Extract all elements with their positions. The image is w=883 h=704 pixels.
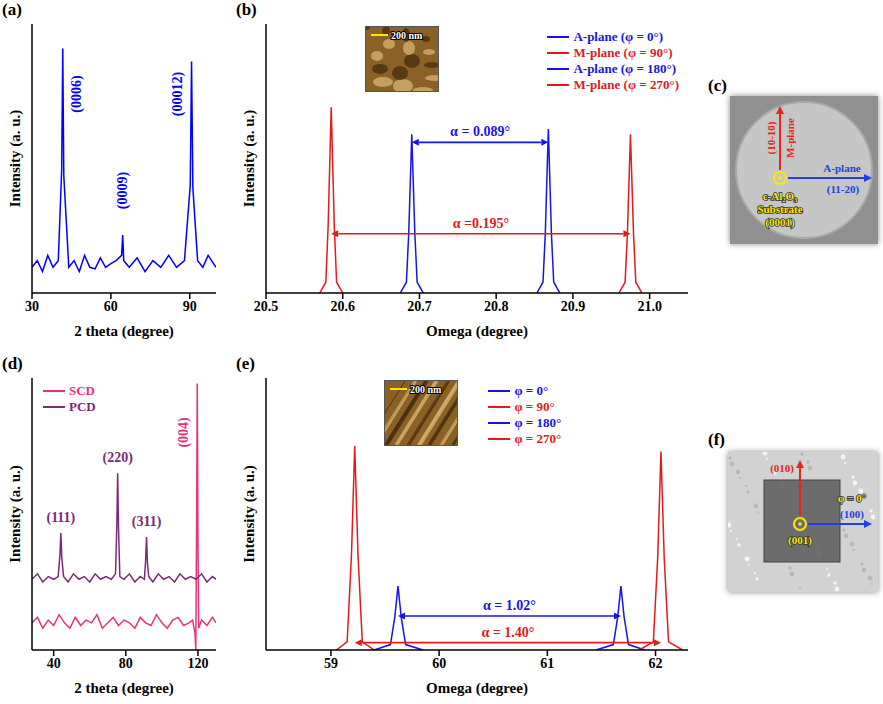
html-text:A-plane (φ = 180°): A-plane (φ = 180°) [573, 61, 677, 76]
svg-text:(0006): (0006) [69, 75, 85, 113]
html-text:φ = 270°: φ = 270° [514, 431, 562, 446]
html-text:(e): (e) [236, 354, 255, 373]
svg-text:Intensity (a. u.): Intensity (a. u.) [241, 465, 258, 563]
svg-text:(11-20): (11-20) [827, 183, 860, 196]
svg-text:30: 30 [25, 299, 39, 314]
html-text:φ = 180°: φ = 180° [514, 415, 562, 430]
svg-text:90: 90 [183, 299, 197, 314]
html-text:SCD: SCD [69, 383, 95, 398]
svg-text:Intensity (a. u.): Intensity (a. u.) [7, 465, 24, 563]
svg-text:A-plane: A-plane [823, 162, 860, 174]
svg-text:20.7: 20.7 [407, 299, 432, 314]
svg-text:200 nm: 200 nm [410, 384, 442, 395]
svg-text:(100): (100) [840, 508, 864, 521]
svg-text:Substrate: Substrate [757, 203, 802, 215]
svg-text:α = 0.089°: α = 0.089° [450, 124, 510, 139]
html-text:A-plane (φ = 0°): A-plane (φ = 0°) [573, 29, 664, 44]
svg-text:21.0: 21.0 [637, 299, 662, 314]
svg-text:62: 62 [649, 656, 663, 671]
svg-text:120: 120 [187, 656, 208, 671]
html-text:φ = 0°: φ = 0° [514, 383, 549, 398]
svg-text:α = 1.40°: α = 1.40° [481, 625, 534, 640]
svg-text:Omega (degree): Omega (degree) [426, 323, 528, 340]
svg-text:Omega (degree): Omega (degree) [426, 680, 528, 697]
svg-text:(111): (111) [46, 510, 75, 526]
svg-text:20.5: 20.5 [254, 299, 279, 314]
svg-text:20.8: 20.8 [484, 299, 509, 314]
svg-text:(311): (311) [132, 514, 162, 530]
svg-text:60: 60 [432, 656, 446, 671]
html-text:(a): (a) [2, 0, 22, 19]
svg-text:80: 80 [119, 656, 133, 671]
html-text:PCD: PCD [69, 399, 96, 414]
svg-text:M-plane: M-plane [784, 118, 796, 158]
svg-text:α =0.195°: α =0.195° [453, 216, 509, 231]
svg-text:Intensity (a. u.): Intensity (a. u.) [241, 110, 258, 208]
svg-text:(10-10): (10-10) [765, 121, 778, 154]
svg-text:α = 1.02°: α = 1.02° [483, 598, 536, 613]
html-text:M-plane (φ = 270°): M-plane (φ = 270°) [573, 77, 679, 92]
html-text:(f): (f) [708, 430, 725, 449]
html-text:(c): (c) [708, 76, 727, 95]
html-text:(d): (d) [2, 354, 23, 373]
svg-text:200 nm: 200 nm [391, 30, 423, 41]
svg-text:40: 40 [47, 656, 61, 671]
svg-text:c-Al₂O₃: c-Al₂O₃ [763, 190, 798, 202]
svg-text:(00012): (00012) [170, 71, 186, 116]
html-text:M-plane (φ = 90°): M-plane (φ = 90°) [573, 45, 673, 60]
svg-text:(0001): (0001) [765, 216, 795, 229]
html-text:(b): (b) [236, 0, 257, 19]
svg-text:(004): (004) [176, 417, 192, 448]
svg-text:(220): (220) [103, 450, 134, 466]
svg-text:20.9: 20.9 [561, 299, 586, 314]
svg-text:φ = 0°: φ = 0° [838, 492, 867, 504]
svg-text:(0009): (0009) [115, 172, 131, 210]
html-text:φ = 90°: φ = 90° [514, 399, 555, 414]
svg-text:Intensity (a. u.): Intensity (a. u.) [7, 110, 24, 208]
svg-text:(010): (010) [770, 462, 794, 475]
svg-text:2 theta (degree): 2 theta (degree) [74, 680, 174, 697]
svg-text:2 theta (degree): 2 theta (degree) [74, 323, 174, 340]
svg-text:(001): (001) [788, 534, 812, 547]
svg-text:61: 61 [540, 656, 554, 671]
svg-text:59: 59 [324, 656, 338, 671]
svg-text:20.6: 20.6 [330, 299, 355, 314]
svg-text:60: 60 [104, 299, 118, 314]
